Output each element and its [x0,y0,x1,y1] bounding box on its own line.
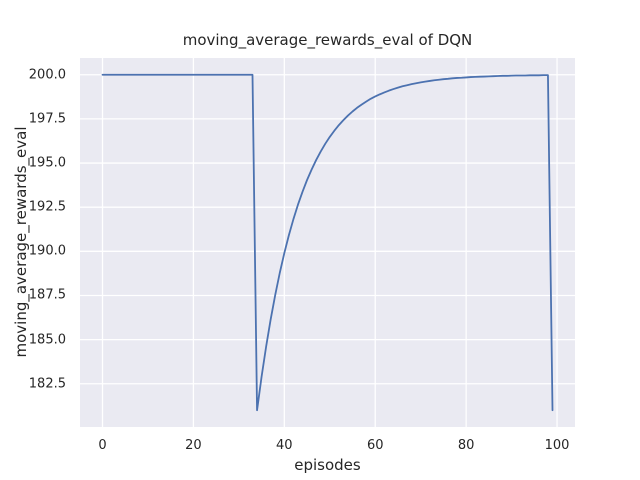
x-tick-label: 20 [185,438,202,453]
y-tick-label: 200.0 [28,67,66,83]
x-tick-label: 60 [366,438,384,453]
line-series [101,73,554,412]
x-tick-label: 40 [276,438,293,453]
chart-title: moving_average_rewards_eval of DQN [182,31,473,49]
x-axis-label: episodes [294,456,361,474]
y-tick-label: 192.5 [28,199,66,215]
y-axis-label: moving_average_rewards_eval [12,126,30,358]
y-tick-label: 187.5 [28,287,66,303]
x-tick-label: 80 [457,438,475,453]
y-tick-label: 197.5 [28,111,66,127]
x-tick-label: 0 [98,438,107,453]
y-tick-label: 190.0 [28,243,66,259]
y-tick-label: 195.0 [28,155,66,171]
y-tick-label: 182.5 [28,376,66,392]
y-tick-label: 185.0 [28,332,66,348]
x-tick-label: 100 [544,438,570,453]
plot-area [80,58,575,427]
plot-background [80,58,575,427]
